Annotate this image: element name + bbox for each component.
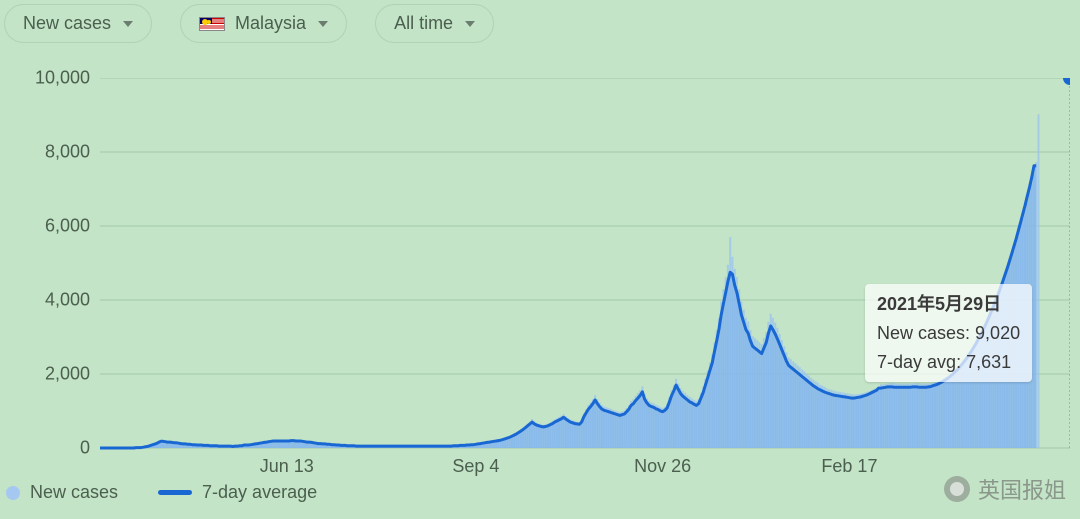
country-dropdown[interactable]: Malaysia	[180, 4, 347, 43]
country-label: Malaysia	[235, 13, 306, 34]
malaysia-flag-icon	[199, 17, 225, 31]
range-label: All time	[394, 13, 453, 34]
x-axis-label: Nov 26	[634, 456, 691, 477]
legend-swatch-avg	[158, 490, 192, 495]
x-axis-label: Sep 4	[452, 456, 499, 477]
legend-item-avg: 7-day average	[158, 482, 317, 503]
chevron-down-icon	[465, 21, 475, 27]
y-axis-label: 4,000	[20, 290, 90, 311]
range-dropdown[interactable]: All time	[375, 4, 494, 43]
filter-bar: New cases Malaysia All time	[0, 0, 1080, 43]
legend-swatch-newcases	[6, 486, 20, 500]
y-axis-label: 0	[20, 438, 90, 459]
x-axis-label: Feb 17	[821, 456, 877, 477]
legend: New cases 7-day average	[6, 482, 317, 503]
metric-dropdown[interactable]: New cases	[4, 4, 152, 43]
legend-label: 7-day average	[202, 482, 317, 503]
chevron-down-icon	[123, 21, 133, 27]
chart-svg	[20, 78, 1070, 478]
y-axis-label: 8,000	[20, 142, 90, 163]
y-axis-label: 2,000	[20, 364, 90, 385]
y-axis-label: 10,000	[20, 68, 90, 89]
wechat-icon	[944, 476, 970, 502]
x-axis-label: Jun 13	[260, 456, 314, 477]
legend-item-newcases: New cases	[6, 482, 118, 503]
legend-label: New cases	[30, 482, 118, 503]
chevron-down-icon	[318, 21, 328, 27]
chart[interactable]: 02,0004,0006,0008,00010,000 Jun 13Sep 4N…	[20, 78, 1070, 478]
y-axis-label: 6,000	[20, 216, 90, 237]
metric-label: New cases	[23, 13, 111, 34]
